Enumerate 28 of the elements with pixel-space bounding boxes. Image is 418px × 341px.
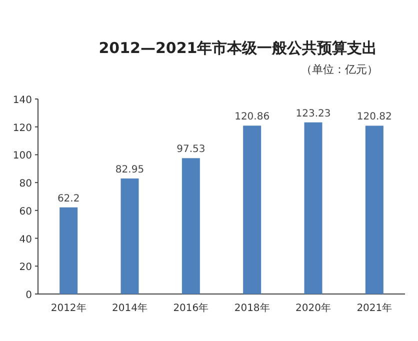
y-tick-label: 140 [12,95,32,106]
x-tick-label: 2018年 [234,302,270,314]
data-label: 123.23 [296,108,331,120]
x-tick-label: 2016年 [173,302,209,314]
x-tick-label: 2012年 [50,302,86,314]
x-tick-label: 2014年 [112,302,148,314]
data-label: 120.82 [356,112,392,123]
y-tick-label: 40 [19,234,32,246]
y-tick-label: 0 [26,290,32,301]
y-tick-label: 120 [12,122,32,134]
y-tick-label: 20 [19,262,32,274]
y-tick-label: 100 [12,150,32,162]
data-label: 97.53 [176,144,206,156]
data-label: 62.2 [57,193,80,204]
bar [60,207,78,294]
bar [120,178,139,294]
bar [182,158,200,294]
data-label: 120.86 [234,112,270,123]
bar [243,126,262,294]
y-tick-label: 60 [19,206,32,218]
bar [365,126,384,294]
data-label: 82.95 [115,164,144,176]
chart-subtitle: （单位：亿元） [301,63,378,76]
bar [304,122,322,294]
x-tick-label: 2021年 [356,302,392,314]
y-tick-label: 80 [19,178,32,190]
chart-title: 2012—2021年市本级一般公共预算支出 [98,39,378,57]
x-tick-label: 2020年 [296,302,331,314]
